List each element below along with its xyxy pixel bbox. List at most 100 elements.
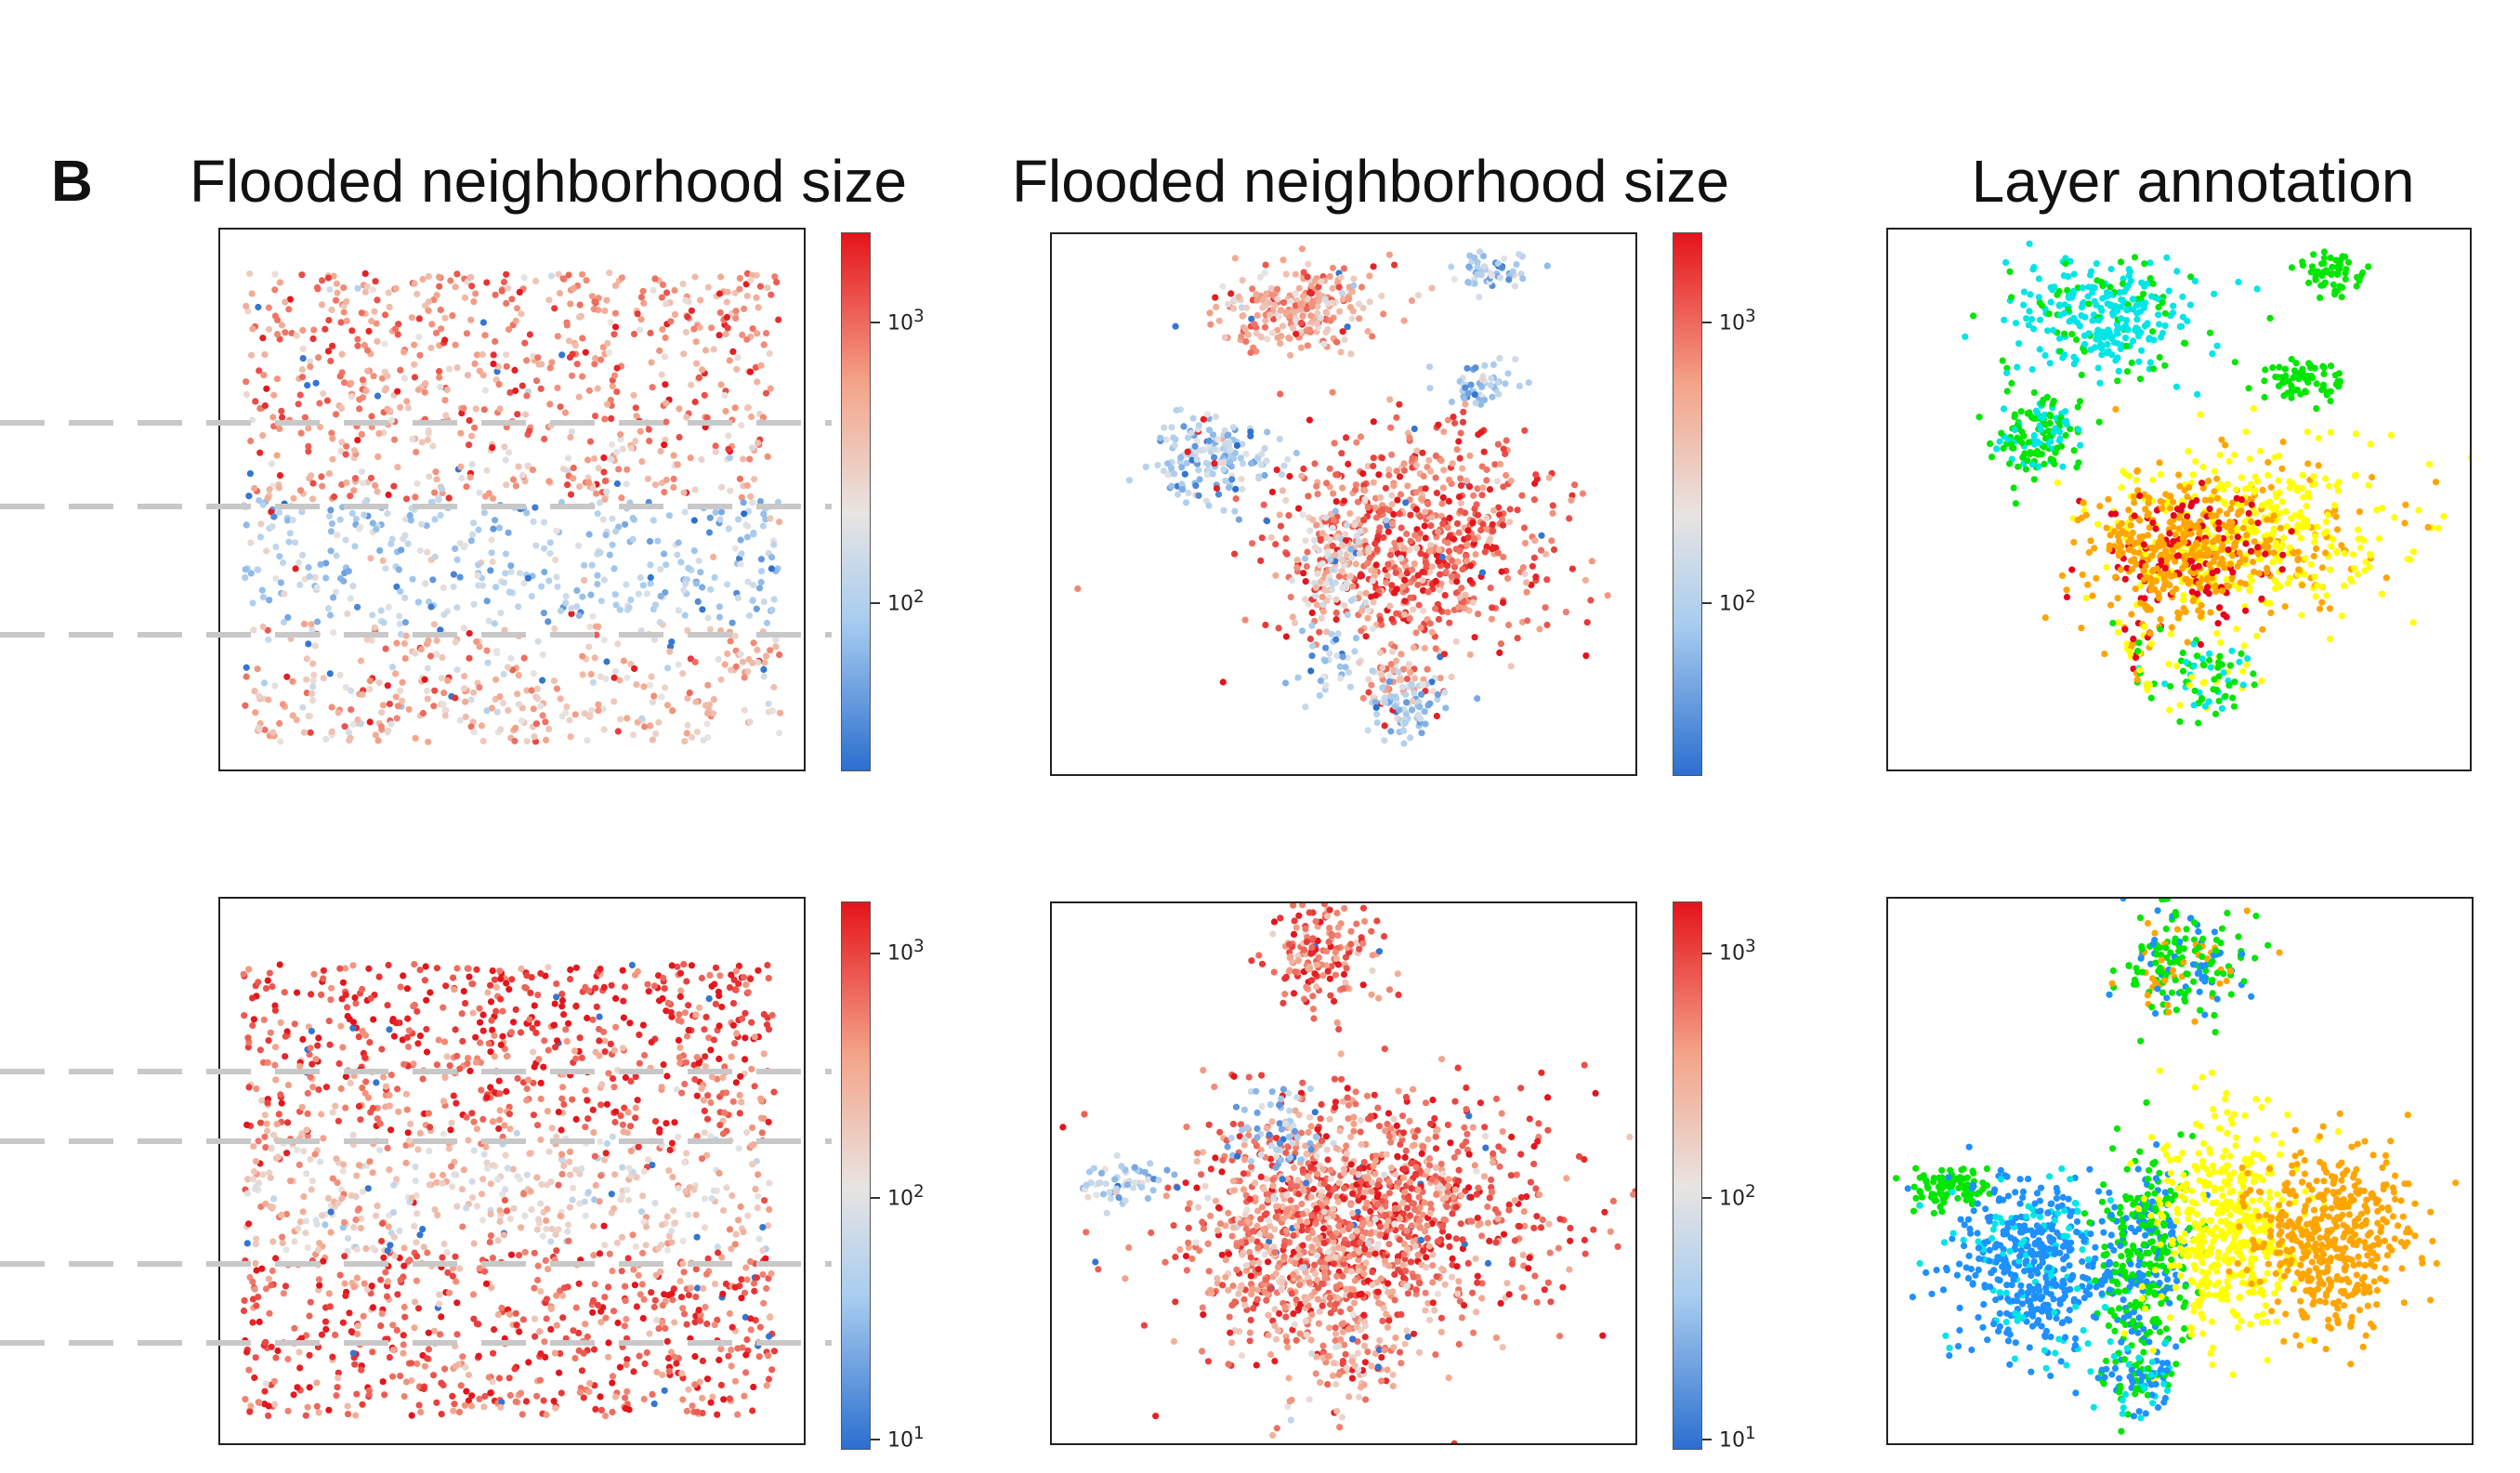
- scatter-point: [2277, 509, 2284, 518]
- scatter-point: [1524, 617, 1531, 625]
- scatter-point: [2231, 451, 2238, 459]
- scatter-point: [470, 1147, 478, 1154]
- scatter-point: [541, 435, 548, 442]
- scatter-point: [760, 598, 768, 606]
- scatter-point: [2091, 545, 2098, 552]
- scatter-point: [2084, 293, 2092, 300]
- scatter-point: [1450, 563, 1459, 571]
- scatter-point: [2288, 355, 2295, 363]
- scatter-point: [453, 666, 461, 674]
- scatter-point: [692, 580, 700, 587]
- scatter-point: [520, 579, 528, 587]
- scatter-point: [453, 604, 461, 612]
- scatter-point: [593, 490, 600, 497]
- scatter-point: [2424, 523, 2432, 531]
- scatter-point: [502, 570, 509, 577]
- scatter-point: [1299, 312, 1306, 320]
- scatter-point: [283, 517, 292, 524]
- scatter-point: [2415, 506, 2422, 514]
- scatter-point: [461, 542, 468, 549]
- scatter-point: [373, 1079, 380, 1086]
- scatter-point: [399, 678, 406, 686]
- scatter-point: [695, 557, 702, 565]
- scatter-point: [2116, 289, 2123, 296]
- scatter-point: [378, 375, 387, 382]
- scatter-point: [341, 379, 348, 387]
- scatter-point: [371, 624, 378, 631]
- scatter-point: [533, 377, 541, 385]
- scatter-point: [298, 506, 306, 513]
- scatter-point: [2332, 481, 2341, 489]
- scatter-point: [633, 681, 640, 689]
- scatter-point: [2190, 570, 2198, 577]
- scatter-point: [2020, 288, 2028, 296]
- scatter-point: [1263, 290, 1270, 297]
- scatter-point: [2280, 392, 2288, 400]
- scatter-point: [600, 576, 608, 584]
- scatter-point: [545, 618, 552, 625]
- scatter-point: [2259, 625, 2266, 633]
- scatter-point: [2282, 507, 2290, 515]
- scatter-point: [1450, 275, 1458, 283]
- scatter-point: [665, 512, 673, 519]
- scatter-point: [2342, 253, 2349, 260]
- scatter-point: [1373, 710, 1381, 718]
- scatter-point: [2115, 522, 2122, 530]
- scatter-point: [1444, 609, 1451, 616]
- scatter-point: [1339, 328, 1346, 335]
- scatter-point: [1391, 261, 1398, 269]
- scatter-point: [587, 670, 595, 678]
- scatter-point: [1461, 604, 1468, 612]
- scatter-point: [1313, 521, 1320, 529]
- scatter-point: [776, 651, 783, 659]
- scatter-point: [2098, 342, 2106, 349]
- scatter-point: [2070, 270, 2078, 278]
- scatter-point: [367, 555, 374, 562]
- scatter-point: [1247, 349, 1254, 357]
- scatter-point: [715, 290, 724, 297]
- scatter-point: [1282, 309, 1291, 316]
- scatter-point: [352, 1000, 360, 1007]
- scatter-point: [511, 366, 518, 374]
- scatter-point: [2194, 390, 2201, 398]
- scatter-point: [1320, 340, 1328, 348]
- scatter-point: [629, 514, 637, 522]
- scatter-point: [1496, 649, 1503, 656]
- scatter-point: [2212, 512, 2220, 519]
- scatter-point: [1384, 572, 1391, 580]
- scatter-point: [2233, 625, 2240, 633]
- scatter-point: [1474, 511, 1482, 519]
- scatter-point: [299, 1035, 307, 1043]
- scatter-point: [474, 572, 481, 579]
- scatter-point: [2251, 681, 2258, 689]
- scatter-point: [611, 667, 619, 675]
- scatter-point: [581, 561, 588, 569]
- scatter-point: [765, 1222, 772, 1230]
- scatter-point: [1207, 321, 1214, 328]
- scatter-point: [497, 610, 505, 617]
- scatter-point: [295, 401, 302, 408]
- scatter-point: [1370, 598, 1377, 606]
- scatter-point: [566, 1158, 573, 1165]
- scatter-point: [471, 424, 479, 431]
- scatter-point: [662, 684, 669, 691]
- scatter-point: [2192, 458, 2199, 466]
- scatter-point: [739, 331, 746, 338]
- scatter-point: [757, 568, 766, 575]
- scatter-point: [340, 309, 348, 316]
- scatter-point: [413, 480, 421, 487]
- scatter-point: [1418, 495, 1425, 503]
- scatter-point: [406, 512, 413, 519]
- scatter-point: [472, 405, 479, 413]
- scatter-point: [1215, 317, 1223, 324]
- scatter-point: [2169, 309, 2177, 317]
- scatter-point: [1396, 536, 1404, 544]
- scatter-point: [2221, 564, 2228, 572]
- scatter-point: [1427, 467, 1435, 475]
- scatter-point: [1412, 629, 1420, 637]
- scatter-point: [298, 374, 307, 381]
- scatter-point: [338, 350, 346, 358]
- scatter-point: [2320, 364, 2328, 372]
- scatter-point: [353, 1390, 361, 1398]
- scatter-point: [1318, 614, 1325, 622]
